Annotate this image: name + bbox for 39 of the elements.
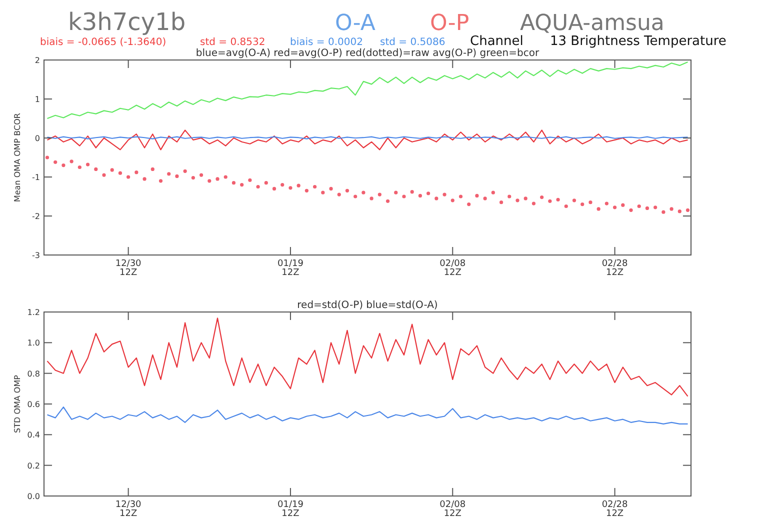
x-tick-label: 02/28 12Z (602, 259, 628, 278)
line-series (46, 406, 688, 424)
y-tick-label: 0.6 (27, 400, 40, 409)
x-tick-label: 12/30 12Z (115, 500, 142, 519)
y-tick-label: 0.4 (27, 430, 40, 440)
chart-title: k3h7cy1b (68, 8, 186, 36)
text: Channel (470, 34, 524, 49)
y-axis-title: Mean OMA OMP BCOR (13, 112, 22, 202)
y-tick-label: 1 (34, 95, 40, 104)
x-tick-label: 01/19 12Z (278, 500, 304, 519)
y-tick-label: 2 (34, 56, 40, 65)
y-tick-label: 0.0 (27, 492, 40, 501)
text: 13 Brightness Temperature (550, 34, 726, 49)
text: O-P (430, 11, 470, 36)
x-tick-label: 01/19 12Z (278, 259, 304, 278)
text: AQUA-amsua (520, 11, 664, 36)
chart-subtitle: red=std(O-P) blue=std(O-A) (297, 300, 438, 311)
x-tick-label: 02/08 12Z (440, 500, 466, 519)
x-tick-label: 12/30 12Z (115, 259, 142, 278)
line-series (46, 130, 688, 150)
x-tick-label: 02/28 12Z (602, 500, 628, 519)
y-tick-label: 1.0 (27, 338, 40, 348)
text: biais = -0.0665 (-1.3640) (40, 37, 166, 48)
y-tick-label: -1 (32, 173, 40, 182)
line-series (46, 61, 688, 120)
text: biais = 0.0002 (290, 37, 363, 48)
y-tick-label: 0.8 (27, 369, 40, 378)
text: std = 0.8532 (200, 37, 266, 48)
x-tick-label: 02/08 12Z (440, 259, 466, 278)
text: O-A (335, 11, 376, 36)
y-tick-label: 0.2 (27, 461, 40, 470)
y-tick-label: 0 (34, 134, 40, 143)
text: std = 0.5086 (380, 37, 446, 48)
y-tick-label: 1.2 (27, 308, 40, 317)
line-series (46, 318, 688, 397)
y-axis-title: STD OMA OMP (13, 374, 22, 433)
chart-subtitle: blue=avg(O-A) red=avg(O-P) red(dotted)=raw avg(O-P) green=bcor (196, 48, 540, 59)
y-tick-label: -3 (32, 251, 40, 260)
y-tick-label: -2 (32, 212, 40, 221)
